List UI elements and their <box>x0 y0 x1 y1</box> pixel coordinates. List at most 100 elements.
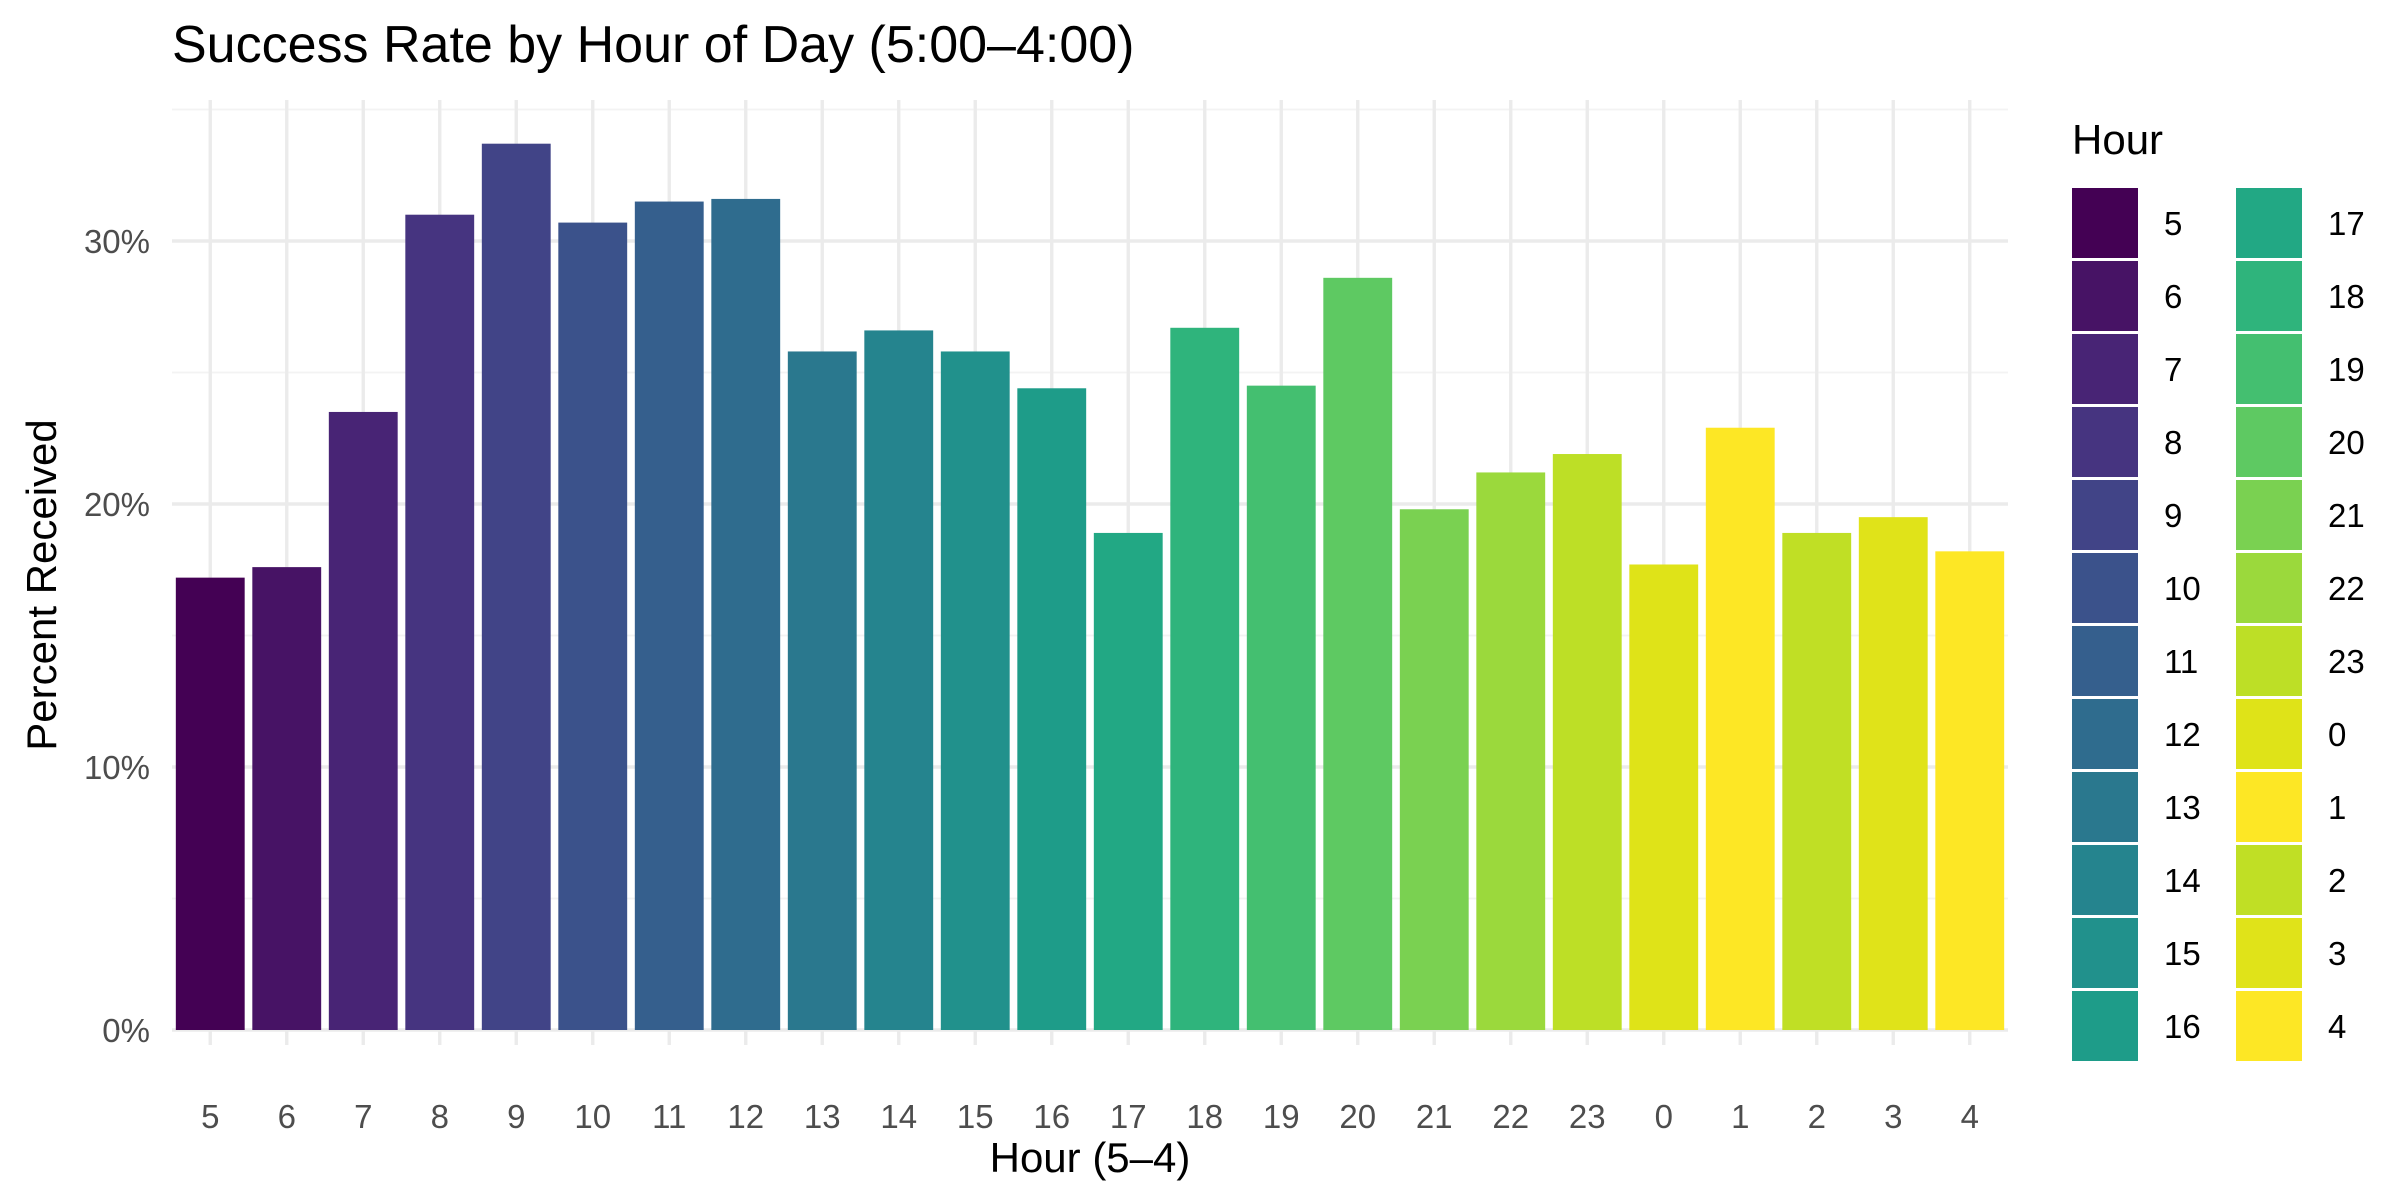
legend-label: 9 <box>2164 497 2182 534</box>
y-axis-title: Percent Received <box>18 419 65 751</box>
legend-key-hour-1 <box>2236 772 2302 842</box>
y-axis-ticks: 0% 10% 20% 30% <box>84 223 150 1049</box>
legend-label: 15 <box>2164 935 2201 972</box>
legend: Hour 56789101112131415161718192021222301… <box>2072 116 2365 1061</box>
x-tick-label: 22 <box>1492 1098 1529 1135</box>
legend-label: 19 <box>2328 351 2365 388</box>
bar-hour-0 <box>1629 564 1699 1030</box>
legend-label: 22 <box>2328 570 2365 607</box>
y-tick-label: 30% <box>84 223 150 260</box>
legend-label: 12 <box>2164 716 2201 753</box>
legend-label: 4 <box>2328 1008 2346 1045</box>
legend-label: 8 <box>2164 424 2182 461</box>
legend-key-hour-14 <box>2072 845 2138 915</box>
x-tick-label: 2 <box>1808 1098 1826 1135</box>
x-tick-label: 1 <box>1731 1098 1749 1135</box>
bar-hour-9 <box>481 143 551 1030</box>
legend-key-hour-2 <box>2236 845 2302 915</box>
x-axis-title: Hour (5–4) <box>990 1134 1191 1181</box>
legend-label: 5 <box>2164 205 2182 242</box>
x-tick-label: 11 <box>652 1098 686 1135</box>
x-tick-label: 19 <box>1263 1098 1300 1135</box>
x-tick-label: 5 <box>201 1098 219 1135</box>
bar-hour-21 <box>1399 509 1469 1030</box>
x-tick-label: 17 <box>1110 1098 1147 1135</box>
bar-hour-17 <box>1093 532 1163 1030</box>
legend-key-hour-4 <box>2236 991 2302 1061</box>
x-tick-label: 12 <box>727 1098 764 1135</box>
bar-hour-1 <box>1705 427 1775 1031</box>
bar-hour-7 <box>328 411 398 1030</box>
legend-label: 7 <box>2164 351 2182 388</box>
legend-key-hour-21 <box>2236 480 2302 550</box>
legend-key-hour-8 <box>2072 407 2138 477</box>
bar-hour-16 <box>1017 388 1087 1030</box>
bar-hour-6 <box>252 567 322 1030</box>
bar-hour-4 <box>1935 551 2005 1030</box>
legend-label: 1 <box>2328 789 2346 826</box>
legend-label: 2 <box>2328 862 2346 899</box>
bars <box>175 143 2005 1031</box>
bar-hour-23 <box>1552 454 1622 1030</box>
bar-hour-11 <box>634 201 704 1031</box>
legend-key-hour-11 <box>2072 626 2138 696</box>
x-tick-label: 15 <box>957 1098 994 1135</box>
legend-key-hour-22 <box>2236 553 2302 623</box>
legend-key-hour-12 <box>2072 699 2138 769</box>
legend-label: 16 <box>2164 1008 2201 1045</box>
legend-label: 17 <box>2328 205 2365 242</box>
legend-key-hour-16 <box>2072 991 2138 1061</box>
legend-label: 23 <box>2328 643 2365 680</box>
bar-hour-19 <box>1246 385 1316 1030</box>
bar-hour-3 <box>1858 517 1928 1030</box>
bar-hour-14 <box>864 330 934 1030</box>
legend-key-hour-15 <box>2072 918 2138 988</box>
x-tick-label: 3 <box>1884 1098 1902 1135</box>
bar-hour-20 <box>1323 277 1393 1030</box>
legend-key-hour-10 <box>2072 553 2138 623</box>
legend-key-hour-7 <box>2072 334 2138 404</box>
bar-hour-12 <box>711 198 781 1031</box>
legend-label: 20 <box>2328 424 2365 461</box>
x-axis-ticks: 5 6 7 8 9 10 11 12 13 14 15 16 17 18 19 20 21 22 23 0 1 2 3 4 <box>201 1098 1979 1135</box>
bar-hour-18 <box>1170 327 1240 1030</box>
legend-label: 13 <box>2164 789 2201 826</box>
x-tick-label: 13 <box>804 1098 841 1135</box>
legend-key-hour-9 <box>2072 480 2138 550</box>
legend-key-hour-6 <box>2072 261 2138 331</box>
bar-hour-2 <box>1782 532 1852 1030</box>
x-tick-label: 23 <box>1569 1098 1606 1135</box>
y-tick-label: 0% <box>102 1012 150 1049</box>
legend-key-hour-18 <box>2236 261 2302 331</box>
x-tick-label: 21 <box>1416 1098 1453 1135</box>
x-tick-label: 4 <box>1961 1098 1979 1135</box>
x-tick-label: 9 <box>507 1098 525 1135</box>
bar-hour-13 <box>787 351 857 1031</box>
x-tick-label: 16 <box>1033 1098 1070 1135</box>
legend-label: 0 <box>2328 716 2346 753</box>
legend-key-hour-20 <box>2236 407 2302 477</box>
x-tick-label: 6 <box>278 1098 296 1135</box>
x-tick-label: 7 <box>354 1098 372 1135</box>
chart-title: Success Rate by Hour of Day (5:00–4:00) <box>172 16 1134 74</box>
legend-key-hour-13 <box>2072 772 2138 842</box>
y-tick-label: 10% <box>84 749 150 786</box>
bar-hour-15 <box>940 351 1010 1031</box>
bar-hour-22 <box>1476 472 1546 1030</box>
legend-key-hour-0 <box>2236 699 2302 769</box>
legend-title: Hour <box>2072 116 2163 163</box>
legend-key-hour-3 <box>2236 918 2302 988</box>
legend-label: 18 <box>2328 278 2365 315</box>
legend-key-hour-23 <box>2236 626 2302 696</box>
bar-hour-10 <box>558 222 628 1031</box>
y-tick-label: 20% <box>84 486 150 523</box>
x-tick-label: 10 <box>574 1098 611 1135</box>
x-tick-label: 14 <box>880 1098 917 1135</box>
legend-label: 6 <box>2164 278 2182 315</box>
legend-key-hour-5 <box>2072 188 2138 258</box>
legend-label: 14 <box>2164 862 2201 899</box>
x-tick-label: 0 <box>1655 1098 1673 1135</box>
x-tick-label: 20 <box>1339 1098 1376 1135</box>
